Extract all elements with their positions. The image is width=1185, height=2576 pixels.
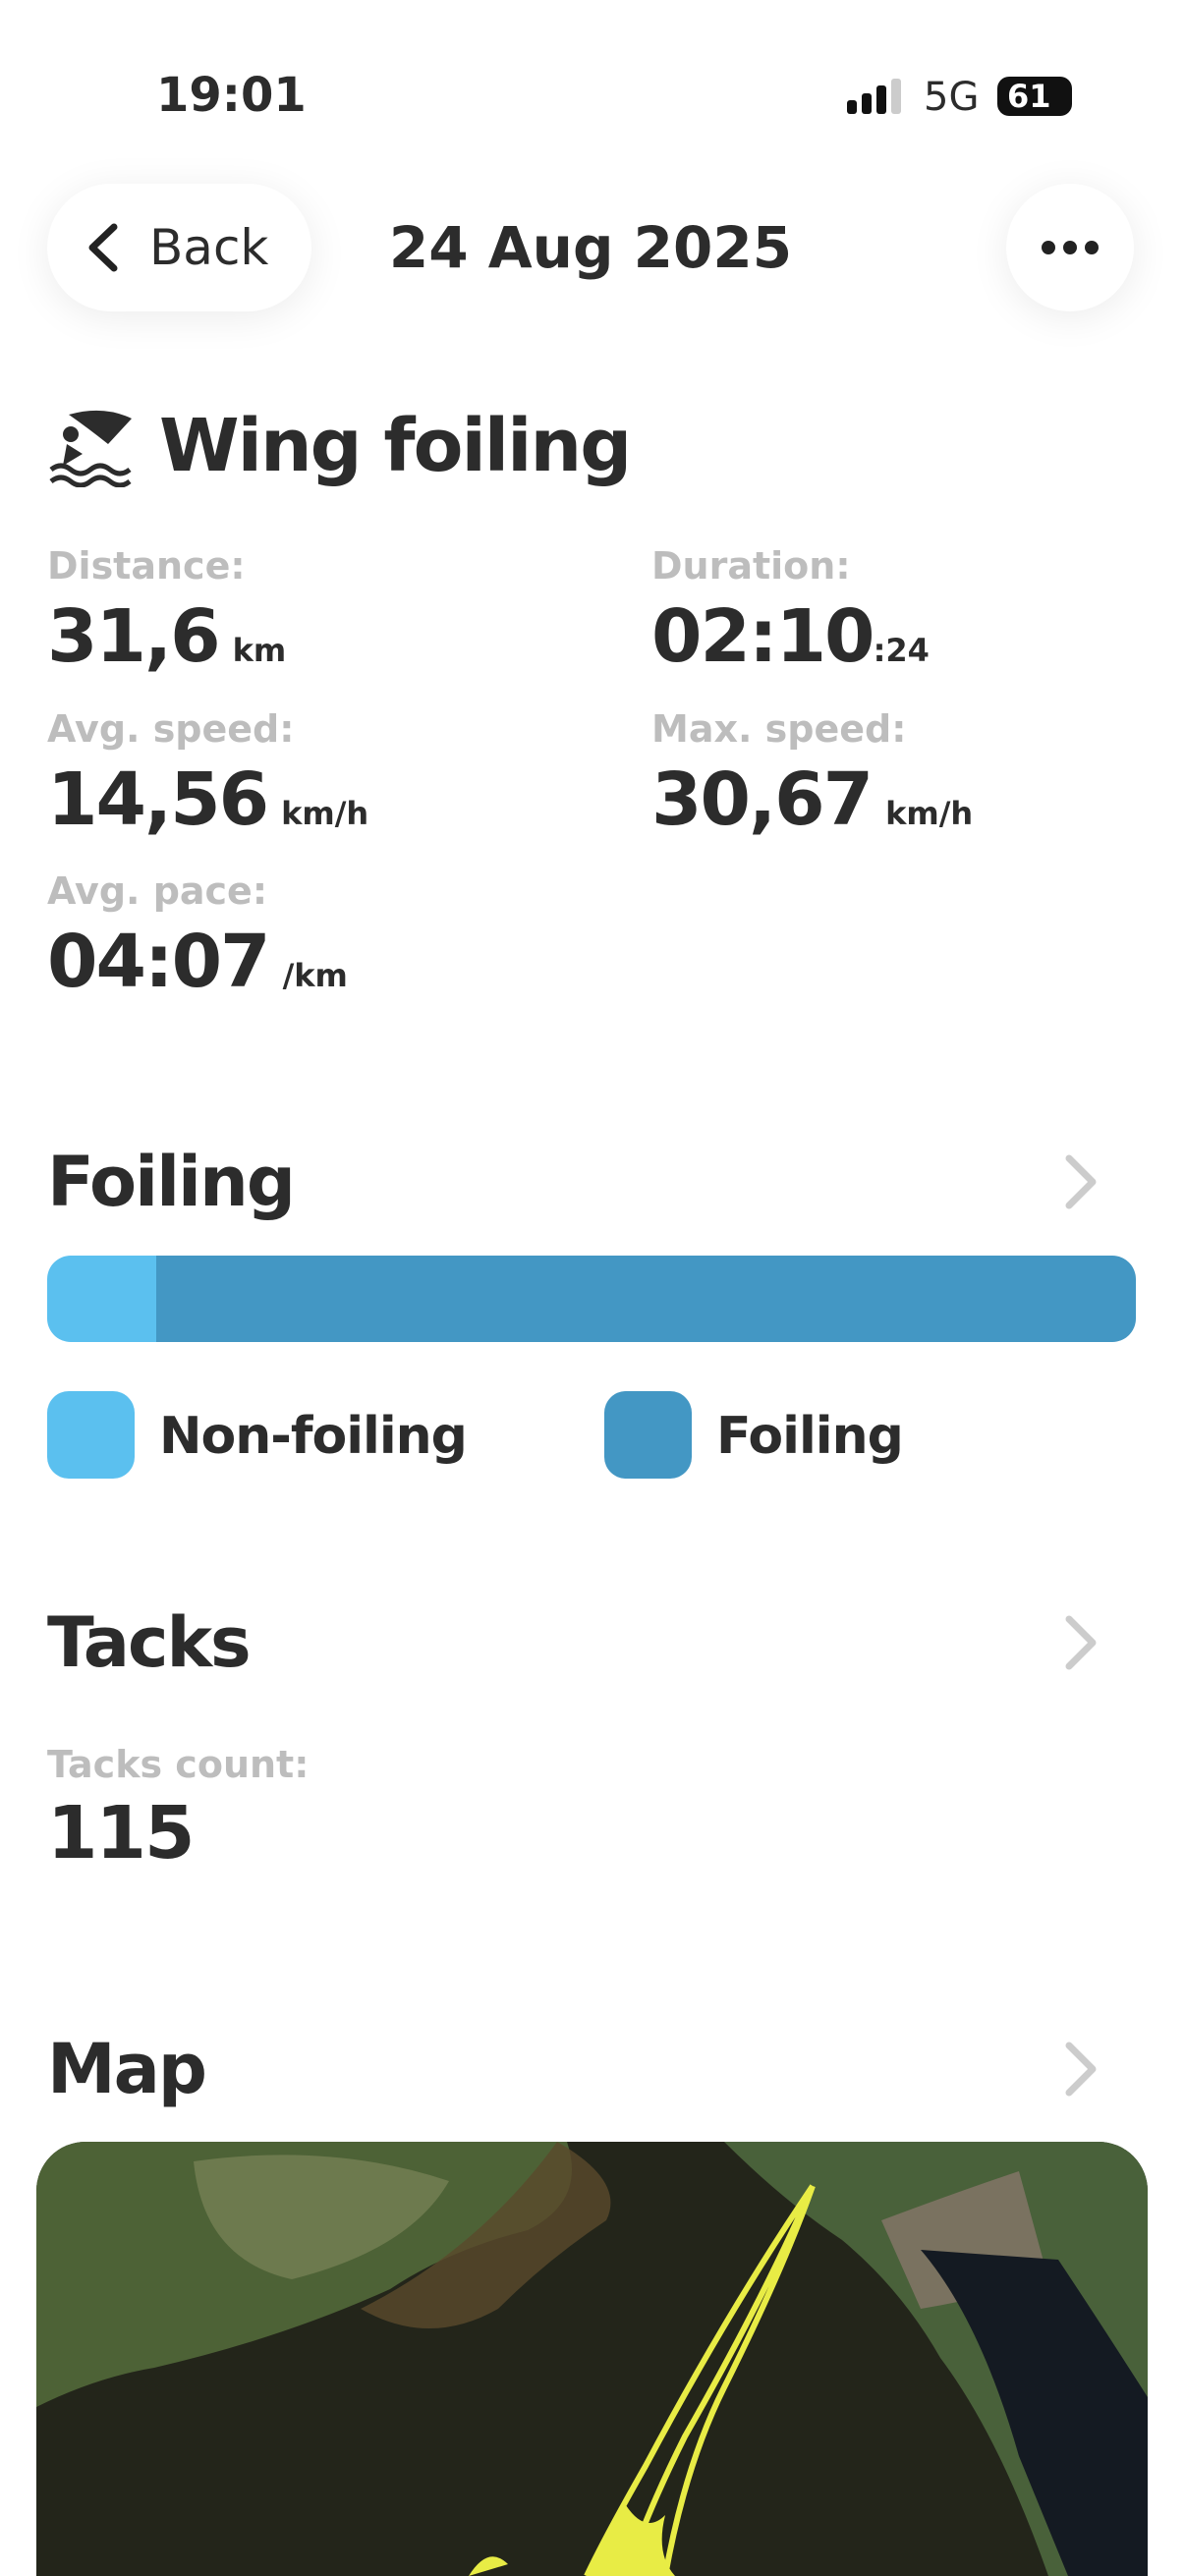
chevron[interactable]: [1061, 1613, 1100, 1672]
stat-number: 04:07: [47, 920, 271, 1004]
legend-swatch: [604, 1391, 692, 1479]
header-title: 24 Aug 2025: [388, 214, 793, 281]
legend-swatch: [47, 1391, 135, 1479]
legend-label: Non-foiling: [159, 1407, 468, 1466]
network: 5G: [924, 75, 980, 120]
stat-unit: :24: [873, 632, 930, 669]
battery-level: 61: [1007, 78, 1051, 115]
section-title: Tacks: [47, 1602, 252, 1683]
stat-value: 04:07/km: [47, 920, 348, 1004]
bar-segment: [47, 1256, 156, 1342]
map-image[interactable]: [36, 2142, 1148, 2576]
bar-segment: [155, 1256, 1136, 1342]
stat-value: 31,6 km: [47, 594, 286, 679]
more-button[interactable]: [1006, 184, 1134, 311]
legend-label: Foiling: [716, 1407, 904, 1466]
battery: 61: [997, 77, 1072, 116]
stat-value: 14,56 km/h: [47, 757, 368, 842]
back-label: Back: [149, 219, 269, 276]
stat-value: 115: [47, 1791, 195, 1876]
stat-number: 02:10: [651, 594, 875, 679]
activity-icon: [49, 410, 132, 487]
foiling-bar: [47, 1256, 1136, 1342]
stat-unit: km/h: [885, 795, 974, 832]
more-icon: [1042, 241, 1099, 254]
stat-unit: km/h: [281, 795, 369, 832]
stat-value: 30,67 km/h: [651, 757, 973, 842]
stat-label: Tacks count:: [47, 1743, 310, 1786]
section-title: Foiling: [47, 1142, 296, 1222]
chevron[interactable]: [1061, 1152, 1100, 1211]
stat-number: 31,6: [47, 594, 221, 679]
chevron[interactable]: [1061, 2040, 1100, 2099]
stat-label: Duration:: [651, 544, 851, 588]
stat-label: Distance:: [47, 544, 246, 588]
activity-title: Wing foiling: [159, 404, 632, 488]
status-time: 19:01: [156, 68, 307, 123]
section-title: Map: [47, 2029, 207, 2109]
back-button[interactable]: Back: [47, 184, 311, 311]
stat-number: 30,67: [651, 757, 874, 842]
stat-label: Avg. pace:: [47, 869, 268, 913]
signal-icon: [847, 79, 901, 114]
back-chevron: [88, 223, 118, 272]
stat-number: 14,56: [47, 757, 269, 842]
stat-unit: km: [232, 632, 287, 669]
stat-unit: /km: [282, 957, 348, 994]
stat-value: 02:10:24: [651, 594, 930, 679]
stat-label: Avg. speed:: [47, 707, 295, 751]
stat-label: Max. speed:: [651, 707, 907, 751]
